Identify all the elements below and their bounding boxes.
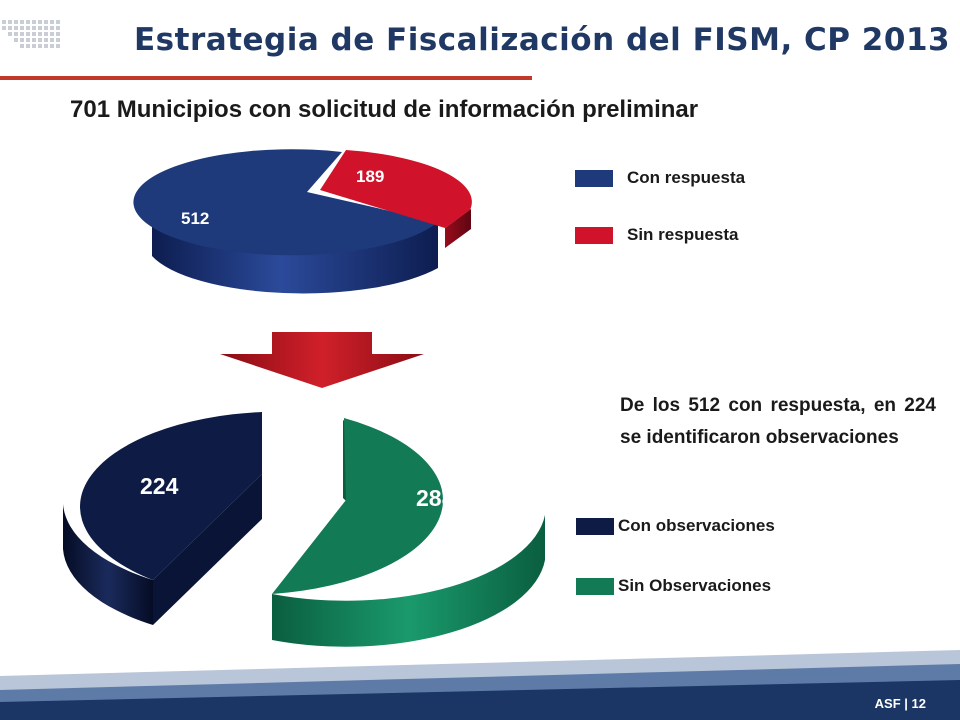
decorative-dot [50, 32, 54, 36]
decorative-dot [44, 26, 48, 30]
pie-slice-con-observaciones [80, 412, 262, 580]
page-title: Estrategia de Fiscalización del FISM, CP… [134, 22, 951, 58]
footer-band-dark [0, 680, 960, 720]
decorative-dot [50, 38, 54, 42]
title-underline [0, 76, 532, 80]
pie-slice-sin-respuesta [320, 150, 472, 228]
decorative-dot [44, 32, 48, 36]
decorative-dot [8, 26, 12, 30]
pie-slice-sin-observaciones-side [272, 515, 545, 647]
data-label-288: 288 [416, 485, 455, 511]
decorative-dot [26, 20, 30, 24]
pie-slice-sin-respuesta-side [445, 209, 471, 248]
decorative-dot [14, 38, 18, 42]
legend-item-sin-respuesta: Sin respuesta [575, 225, 739, 245]
legend-swatch [576, 577, 614, 595]
data-label-512: 512 [181, 209, 209, 228]
page-subtitle: 701 Municipios con solicitud de informac… [70, 96, 699, 123]
decorative-dot-grid [2, 20, 60, 48]
legend-item-con-observaciones: Con observaciones [576, 516, 775, 536]
pie-slice-con-observaciones-inner-side [153, 474, 262, 625]
decorative-dot [38, 32, 42, 36]
decorative-dot [2, 26, 6, 30]
decorative-dot [44, 44, 48, 48]
decorative-dot [56, 32, 60, 36]
decorative-dot [38, 20, 42, 24]
legend-label: Con respuesta [627, 168, 746, 187]
pie-slice-con-observaciones-side [63, 504, 153, 625]
legend-swatch [575, 169, 613, 187]
decorative-dot [32, 44, 36, 48]
decorative-dot [20, 44, 24, 48]
decorative-dot [14, 32, 18, 36]
decorative-dot [56, 44, 60, 48]
decorative-dot [2, 20, 6, 24]
decorative-dot [26, 38, 30, 42]
legend-item-con-respuesta: Con respuesta [575, 168, 745, 188]
decorative-dot [26, 32, 30, 36]
observation-note: De los 512 con respuesta, en 224 se iden… [620, 395, 936, 448]
pie-slice-sin-observaciones [272, 418, 444, 594]
decorative-dot [20, 26, 24, 30]
decorative-dot [50, 26, 54, 30]
decorative-dot [20, 20, 24, 24]
legend-label: Con observaciones [618, 516, 775, 535]
footer-page-label: ASF | 12 [874, 696, 926, 711]
decorative-dot [32, 26, 36, 30]
decorative-dot [44, 38, 48, 42]
decorative-dot [8, 20, 12, 24]
decorative-dot [32, 32, 36, 36]
decorative-dot [32, 20, 36, 24]
decorative-dot [14, 20, 18, 24]
decorative-dot [26, 26, 30, 30]
decorative-dot [32, 38, 36, 42]
legend-swatch [575, 226, 613, 244]
legend-item-sin-observaciones: Sin Observaciones [576, 576, 771, 596]
decorative-dot [20, 32, 24, 36]
decorative-dot [20, 38, 24, 42]
legend-label: Sin respuesta [627, 225, 739, 244]
down-arrow-icon [220, 332, 424, 388]
decorative-dot [56, 20, 60, 24]
decorative-dot [38, 44, 42, 48]
decorative-dot [38, 26, 42, 30]
legend-label: Sin Observaciones [618, 576, 772, 595]
data-label-189: 189 [356, 167, 384, 186]
decorative-dot [38, 38, 42, 42]
pie-slice-con-respuesta [133, 149, 439, 256]
decorative-dot [44, 20, 48, 24]
decorative-dot [50, 20, 54, 24]
decorative-dot [56, 38, 60, 42]
decorative-dot [56, 26, 60, 30]
decorative-dot [26, 44, 30, 48]
data-label-224: 224 [140, 473, 179, 499]
decorative-dot [50, 44, 54, 48]
legend-swatch [576, 517, 614, 535]
decorative-dot [14, 26, 18, 30]
decorative-dot [8, 32, 12, 36]
